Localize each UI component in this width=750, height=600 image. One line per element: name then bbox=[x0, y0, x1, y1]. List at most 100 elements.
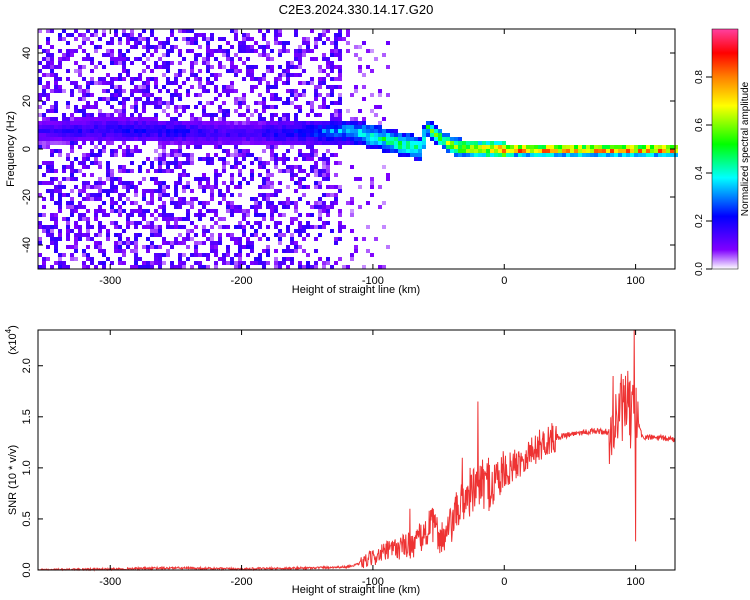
spectrogram-cell bbox=[58, 265, 62, 269]
spectrogram-cell bbox=[346, 265, 350, 269]
spectrogram-cell bbox=[130, 105, 134, 109]
spectrogram-cell bbox=[286, 245, 290, 249]
spectrogram-cell bbox=[62, 193, 66, 197]
spectrogram-cell bbox=[118, 113, 122, 117]
spectrogram-cell bbox=[150, 45, 154, 49]
spectrogram-cell bbox=[122, 69, 126, 73]
spectrogram-cell bbox=[70, 149, 74, 153]
spectrogram-cell bbox=[254, 157, 258, 161]
spectrogram-cell bbox=[326, 161, 330, 165]
spectrogram-cell bbox=[202, 129, 206, 133]
spectrogram-cell bbox=[154, 129, 158, 133]
spectrogram-cell bbox=[322, 153, 326, 157]
spectrogram-cell bbox=[162, 121, 166, 125]
spectrogram-cell bbox=[194, 233, 198, 237]
spectrogram-cell bbox=[274, 81, 278, 85]
spectrogram-cell bbox=[250, 89, 254, 93]
spectrogram-cell bbox=[62, 89, 66, 93]
spectrogram-cell bbox=[158, 213, 162, 217]
spectrogram-cell bbox=[198, 213, 202, 217]
spectrogram-cell bbox=[246, 45, 250, 49]
spectrogram-cell bbox=[178, 129, 182, 133]
spectrogram-cell bbox=[166, 185, 170, 189]
spectrogram-cell bbox=[86, 105, 90, 109]
spectrogram-cell bbox=[226, 89, 230, 93]
spectrogram-cell bbox=[210, 49, 214, 53]
spectrogram-cell bbox=[50, 197, 54, 201]
spectrogram-cell bbox=[130, 37, 134, 41]
spectrogram-cell bbox=[322, 157, 326, 161]
spectrogram-cell bbox=[58, 257, 62, 261]
spectrogram-cell bbox=[302, 53, 306, 57]
spectrogram-cell bbox=[146, 189, 150, 193]
spectrogram-cell bbox=[314, 149, 318, 153]
spectrogram-cell bbox=[178, 173, 182, 177]
spectrogram-cell bbox=[234, 141, 238, 145]
spectrogram-cell bbox=[242, 225, 246, 229]
spectrogram-cell bbox=[178, 253, 182, 257]
spectrogram-cell bbox=[338, 161, 342, 165]
spectrogram-cell bbox=[62, 265, 66, 269]
spectrogram-cell bbox=[158, 261, 162, 265]
spectrogram-cell bbox=[434, 133, 438, 137]
spectrogram-cell bbox=[226, 69, 230, 73]
spectrogram-cell bbox=[202, 253, 206, 257]
spectrogram-cell bbox=[258, 257, 262, 261]
spectrogram-cell bbox=[222, 161, 226, 165]
spectrogram-cell bbox=[178, 145, 182, 149]
snr-y-tick-label: 1.5 bbox=[21, 409, 33, 424]
spectrogram-cell bbox=[306, 101, 310, 105]
spectrogram-cell bbox=[110, 61, 114, 65]
spectrogram-cell bbox=[102, 29, 106, 33]
spectrogram-cell bbox=[382, 265, 386, 269]
spectrogram-cell bbox=[106, 125, 110, 129]
spectrogram-cell bbox=[62, 137, 66, 141]
spectrogram-cell bbox=[162, 205, 166, 209]
spectrogram-cell bbox=[290, 137, 294, 141]
spectrogram-cell bbox=[194, 141, 198, 145]
spectrogram-cell bbox=[290, 165, 294, 169]
spectrogram-cell bbox=[110, 185, 114, 189]
spectrogram-cell bbox=[190, 113, 194, 117]
spectrogram-cell bbox=[270, 97, 274, 101]
spectrogram-cell bbox=[242, 37, 246, 41]
spectrogram-cell bbox=[82, 153, 86, 157]
spectrogram-cell bbox=[550, 153, 554, 157]
spectrogram-cell bbox=[118, 117, 122, 121]
spectrogram-cell bbox=[50, 65, 54, 69]
spectrogram-cell bbox=[306, 233, 310, 237]
spectrogram-cell bbox=[282, 205, 286, 209]
spectrogram-cell bbox=[202, 233, 206, 237]
spectrogram-cell bbox=[206, 49, 210, 53]
spectrogram-cell bbox=[318, 169, 322, 173]
spectrogram-cell bbox=[50, 161, 54, 165]
spectrogram-cell bbox=[110, 49, 114, 53]
spectrogram-cell bbox=[322, 265, 326, 269]
spectrogram-cell bbox=[266, 53, 270, 57]
spectrogram-cell bbox=[342, 129, 346, 133]
spectrogram-cell bbox=[166, 165, 170, 169]
spectrogram-cell bbox=[250, 141, 254, 145]
spectrogram-cell bbox=[186, 37, 190, 41]
spectrogram-cell bbox=[150, 125, 154, 129]
spectrogram-cell bbox=[118, 145, 122, 149]
spectrogram-cell bbox=[354, 117, 358, 121]
spectrogram-cell bbox=[106, 165, 110, 169]
spectrogram-cell bbox=[54, 169, 58, 173]
spectrogram-cell bbox=[218, 145, 222, 149]
spectrogram-cell bbox=[42, 137, 46, 141]
spectrogram-cell bbox=[286, 97, 290, 101]
spectrogram-cell bbox=[282, 201, 286, 205]
spectrogram-cell bbox=[42, 101, 46, 105]
spectrogram-cell bbox=[50, 137, 54, 141]
spectrogram-cell bbox=[50, 141, 54, 145]
spectrogram-cell bbox=[90, 117, 94, 121]
spectrogram-cell bbox=[106, 89, 110, 93]
spectrogram-cell bbox=[234, 265, 238, 269]
spectrogram-cell bbox=[350, 93, 354, 97]
spectrogram-cell bbox=[322, 121, 326, 125]
spectrogram-cell bbox=[238, 241, 242, 245]
spectrogram-cell bbox=[218, 49, 222, 53]
spectrogram-cell bbox=[290, 169, 294, 173]
spectrogram-cell bbox=[134, 137, 138, 141]
